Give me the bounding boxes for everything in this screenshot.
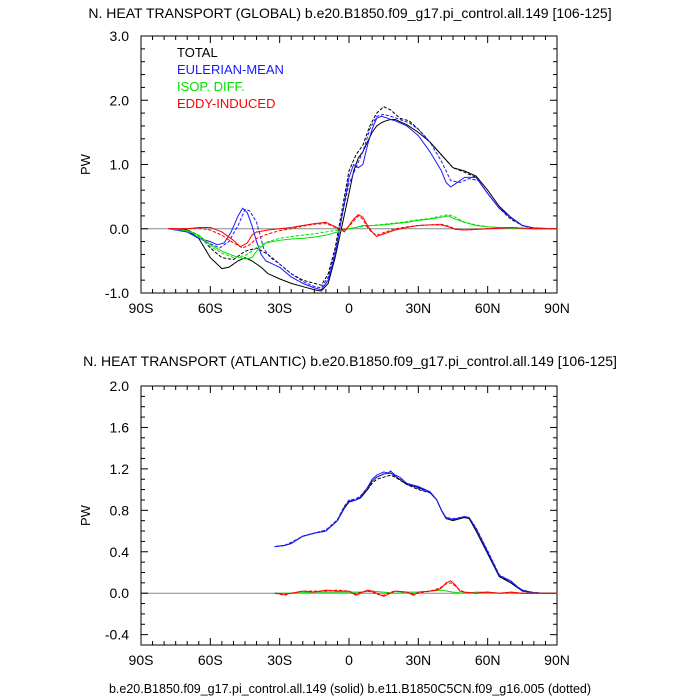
global-line-eulerian-mean-dotted <box>168 113 558 289</box>
global-line-total-dotted <box>168 106 558 286</box>
atlantic-line-eddy-induced-dotted <box>274 582 558 596</box>
atlantic-x-tick-label: 0 <box>345 652 353 668</box>
atlantic-tick-marks <box>140 385 558 646</box>
atlantic-y-tick-label: 1.2 <box>110 461 130 477</box>
global-y-tick-label: -1.0 <box>105 285 129 301</box>
global-y-tick-label: 0.0 <box>110 221 130 237</box>
atlantic-x-axis: 90S 60S 30S 0 30N 60N 90N <box>129 652 570 668</box>
global-panel: N. HEAT TRANSPORT (GLOBAL) b.e20.B1850.f… <box>78 5 612 316</box>
global-y-tick-label: 1.0 <box>110 157 130 173</box>
footer-caption: b.e20.B1850.f09_g17.pi_control.all.149 (… <box>109 682 591 696</box>
global-x-tick-label: 60S <box>198 300 223 316</box>
global-chart-title: N. HEAT TRANSPORT (GLOBAL) b.e20.B1850.f… <box>88 5 611 21</box>
global-x-tick-label: 90N <box>544 300 570 316</box>
global-line-isop-diff-solid <box>168 215 558 260</box>
global-line-isop-diff-dotted <box>168 214 558 259</box>
atlantic-y-axis-label: PW <box>78 504 93 526</box>
global-x-tick-label: 90S <box>129 300 154 316</box>
atlantic-x-tick-label: 60S <box>198 652 223 668</box>
global-plot-area <box>140 35 558 294</box>
atlantic-x-tick-label: 90N <box>544 652 570 668</box>
atlantic-chart-title: N. HEAT TRANSPORT (ATLANTIC) b.e20.B1850… <box>83 353 617 369</box>
atlantic-y-axis: -0.4 0.0 0.4 0.8 1.2 1.6 2.0 <box>105 378 129 643</box>
atlantic-y-tick-label: 2.0 <box>110 378 130 394</box>
global-x-tick-label: 60N <box>475 300 501 316</box>
atlantic-y-tick-label: 1.6 <box>110 419 130 435</box>
legend-eddy-induced: EDDY-INDUCED <box>177 96 275 111</box>
global-x-axis: 90S 60S 30S 0 30N 60N 90N <box>129 300 570 316</box>
atlantic-x-tick-label: 30N <box>405 652 431 668</box>
atlantic-x-tick-label: 60N <box>475 652 501 668</box>
global-x-tick-label: 30S <box>267 300 292 316</box>
global-y-tick-label: 3.0 <box>110 28 130 44</box>
atlantic-y-tick-label: 0.8 <box>110 502 130 518</box>
global-legend: TOTAL EULERIAN-MEAN ISOP. DIFF. EDDY-IND… <box>177 45 284 111</box>
atlantic-x-tick-label: 30S <box>267 652 292 668</box>
legend-total: TOTAL <box>177 45 218 60</box>
global-series <box>168 106 558 292</box>
legend-isop-diff: ISOP. DIFF. <box>177 79 245 94</box>
atlantic-x-tick-label: 90S <box>129 652 154 668</box>
global-x-tick-label: 30N <box>405 300 431 316</box>
atlantic-series <box>274 470 558 597</box>
atlantic-y-tick-label: 0.4 <box>110 544 130 560</box>
global-line-eddy-induced-dotted <box>168 215 558 249</box>
global-line-eddy-induced-solid <box>168 214 558 248</box>
global-y-axis-label: PW <box>78 153 93 175</box>
atlantic-panel: N. HEAT TRANSPORT (ATLANTIC) b.e20.B1850… <box>78 353 617 668</box>
atlantic-y-tick-label: -0.4 <box>105 627 129 643</box>
global-line-eulerian-mean-solid <box>168 115 558 291</box>
global-x-tick-label: 0 <box>345 300 353 316</box>
atlantic-plot-area <box>140 385 558 646</box>
global-y-tick-label: 2.0 <box>110 92 130 108</box>
atlantic-y-tick-label: 0.0 <box>110 585 130 601</box>
global-tick-marks <box>140 35 558 294</box>
global-line-total-solid <box>168 119 558 292</box>
legend-eulerian-mean: EULERIAN-MEAN <box>177 62 284 77</box>
global-y-axis: -1.0 0.0 1.0 2.0 3.0 <box>105 28 129 301</box>
